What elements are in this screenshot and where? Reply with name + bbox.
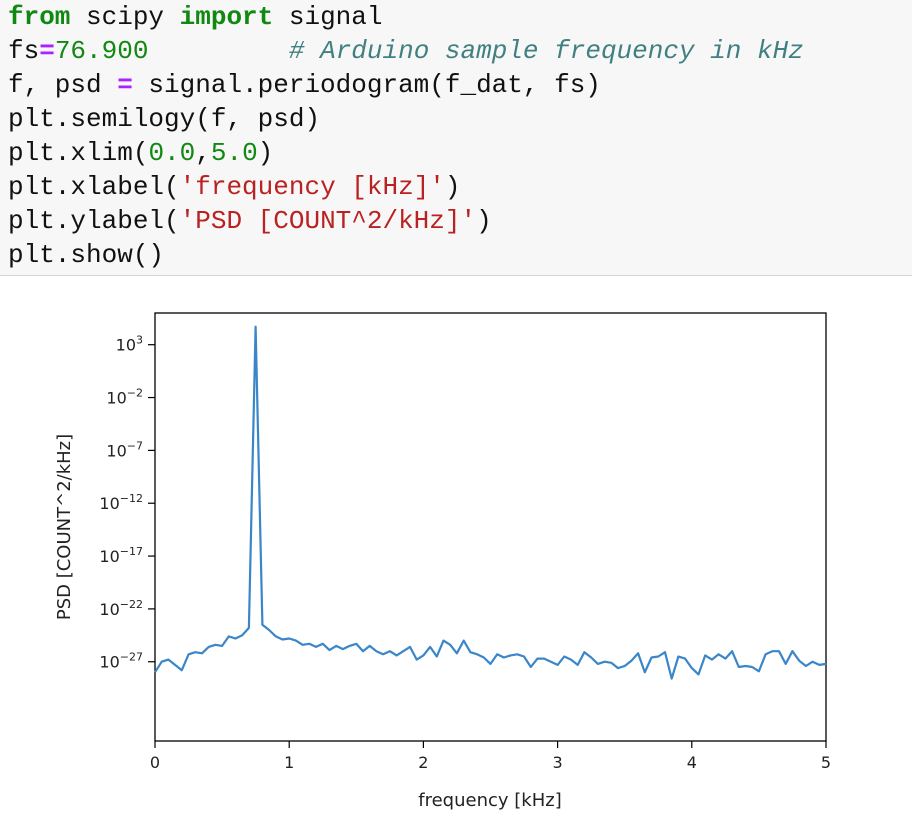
code-token [148,36,288,66]
code-token: # Arduino sample frequency in kHz [289,36,804,66]
x-tick-label: 3 [553,753,563,772]
code-line: plt.ylabel('PSD [COUNT^2/kHz]') [8,204,492,238]
x-tick-label: 5 [821,753,831,772]
y-tick-base: 10 [99,547,119,566]
code-token: 76.900 [55,36,149,66]
code-token: from [8,2,70,32]
code-token: 5.0 [211,138,258,168]
code-token: plt.show() [8,240,164,270]
x-tick-label: 1 [284,753,294,772]
y-tick-exponent: −22 [120,598,143,611]
y-tick-base: 10 [106,389,126,408]
y-tick-label: 103 [116,334,143,355]
code-line: f, psd = signal.periodogram(f_dat, fs) [8,68,601,102]
x-axis-ticks: 0 1 2 3 4 5 [150,741,831,772]
code-token: , [195,138,211,168]
code-token: scipy [70,2,179,32]
code-token: 0.0 [148,138,195,168]
code-line: plt.show() [8,238,164,272]
code-line: fs=76.900 # Arduino sample frequency in … [8,34,804,68]
y-tick-exponent: −12 [120,492,143,505]
code-token: plt.xlabel( [8,172,180,202]
y-tick-base: 10 [99,600,119,619]
code-token: 'frequency [kHz]' [180,172,445,202]
code-line: plt.xlim(0.0,5.0) [8,136,273,170]
code-token: import [180,2,274,32]
y-tick-exponent: −17 [120,545,143,558]
code-token: f, psd [8,70,117,100]
code-token: ) [476,206,492,236]
y-tick-label: 10−17 [99,545,143,566]
x-tick-label: 2 [418,753,428,772]
y-tick-base: 10 [106,441,126,460]
code-token: signal [273,2,382,32]
code-token: = [117,70,133,100]
code-token: plt.xlim( [8,138,148,168]
y-tick-base: 10 [99,653,119,672]
y-axis-label: PSD [COUNT^2/kHz] [54,434,75,620]
code-line: from scipy import signal [8,0,382,34]
y-tick-label: 10−22 [99,598,143,619]
code-token: = [39,36,55,66]
y-tick-base: 10 [99,494,119,513]
code-token: plt.semilogy(f, psd) [8,104,320,134]
y-tick-label: 10−7 [106,439,143,460]
x-axis-label: frequency [kHz] [418,790,561,811]
code-line: plt.xlabel('frequency [kHz]') [8,170,461,204]
code-token: signal.periodogram(f_dat, fs) [133,70,601,100]
code-token: 'PSD [COUNT^2/kHz]' [180,206,476,236]
x-tick-label: 0 [150,753,160,772]
code-token: ) [258,138,274,168]
y-tick-exponent: −2 [127,387,143,400]
x-tick-label: 4 [687,753,697,772]
y-tick-base: 10 [116,336,136,355]
y-tick-label: 10−2 [106,387,143,408]
code-token: ) [445,172,461,202]
code-token: plt.ylabel( [8,206,180,236]
y-tick-exponent: −7 [127,439,143,452]
code-line: plt.semilogy(f, psd) [8,102,320,136]
y-tick-exponent: −27 [120,651,143,664]
y-tick-label: 10−27 [99,651,143,672]
code-token: fs [8,36,39,66]
y-tick-exponent: 3 [136,334,143,347]
plot-frame [155,313,826,741]
y-tick-label: 10−12 [99,492,143,513]
